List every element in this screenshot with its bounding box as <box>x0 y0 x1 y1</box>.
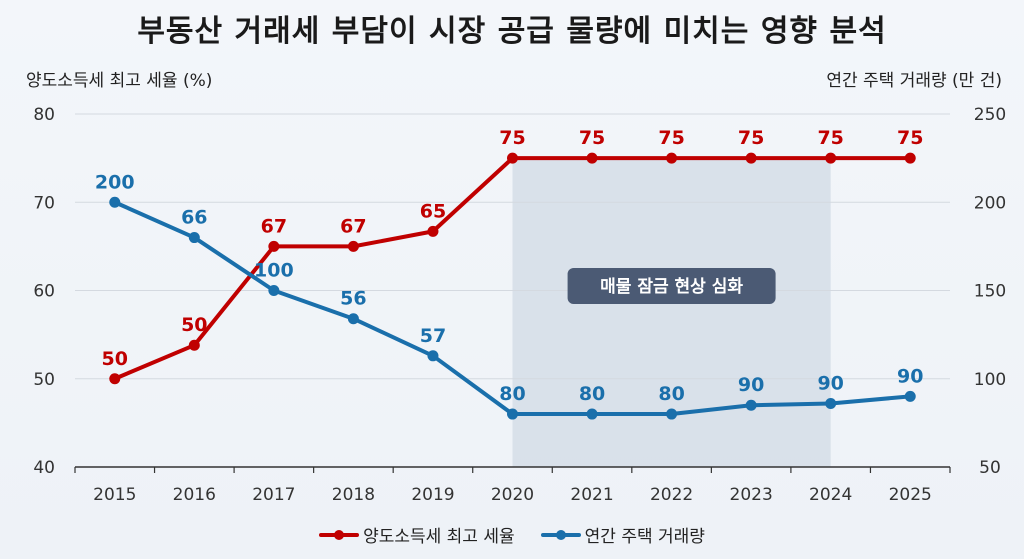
data-label: 80 <box>499 383 525 405</box>
x-tick-label: 2020 <box>491 485 534 505</box>
data-point <box>188 339 200 351</box>
annotation-box <box>567 268 776 304</box>
data-point <box>109 196 121 208</box>
x-tick-label: 2018 <box>332 485 375 505</box>
data-point <box>507 408 518 420</box>
x-tick-label: 2019 <box>411 485 454 505</box>
chart-title: 부동산 거래세 부담이 시장 공급 물량에 미치는 영향 분석 <box>137 14 887 49</box>
legend: 양도소득세 최고 세율 연간 주택 거래량 <box>0 522 1024 547</box>
data-label: 90 <box>817 372 843 394</box>
data-point <box>347 313 359 325</box>
data-point <box>268 240 280 252</box>
data-label: 66 <box>181 207 207 229</box>
data-point <box>904 390 916 402</box>
data-point <box>427 225 439 237</box>
data-label: 75 <box>658 127 684 149</box>
data-label: 90 <box>897 365 923 387</box>
data-point <box>109 373 121 385</box>
data-point <box>745 152 757 164</box>
data-label: 56 <box>340 288 366 310</box>
data-point <box>825 152 837 164</box>
data-point <box>586 152 598 164</box>
x-tick-label: 2022 <box>650 485 693 505</box>
y-left-tick-label: 60 <box>33 282 55 302</box>
data-label: 80 <box>658 383 684 405</box>
data-point <box>825 397 837 409</box>
data-point <box>745 399 757 411</box>
data-label: 57 <box>420 325 446 347</box>
x-tick-label: 2025 <box>889 485 932 505</box>
y-right-tick-label: 200 <box>974 193 1006 213</box>
data-point <box>904 152 916 164</box>
y-axis-right-title: 연간 주택 거래량 (만 건) <box>826 71 1002 91</box>
x-tick-label: 2021 <box>570 485 613 505</box>
y-left-tick-label: 40 <box>33 458 55 478</box>
data-point <box>427 350 439 362</box>
y-right-tick-label: 50 <box>979 458 1001 478</box>
x-tick-label: 2015 <box>93 485 136 505</box>
data-label: 75 <box>738 127 764 149</box>
legend-label: 연간 주택 거래량 <box>584 527 705 547</box>
annotation-text: 매물 잠금 현상 심화 <box>600 277 743 297</box>
y-right-tick-label: 250 <box>974 105 1006 125</box>
data-label: 67 <box>261 215 287 237</box>
data-label: 90 <box>738 374 764 396</box>
x-tick-label: 2016 <box>173 485 216 505</box>
y-left-tick-label: 50 <box>33 370 55 390</box>
data-label: 50 <box>102 348 128 370</box>
legend-marker-blue-icon <box>540 529 581 540</box>
y-right-tick-label: 100 <box>974 370 1006 390</box>
data-point <box>666 408 678 420</box>
data-label: 75 <box>817 127 843 149</box>
data-label: 200 <box>95 171 135 193</box>
legend-item-transactions: 연간 주택 거래량 <box>540 522 705 547</box>
data-label: 80 <box>579 383 605 405</box>
data-label: 67 <box>340 215 366 237</box>
data-label: 50 <box>181 314 207 336</box>
y-left-tick-label: 80 <box>33 105 55 125</box>
y-axis-left-title: 양도소득세 최고 세율 (%) <box>26 71 213 91</box>
y-left-tick-label: 70 <box>33 193 55 213</box>
legend-label: 양도소득세 최고 세율 <box>363 527 515 547</box>
annotation-shade <box>512 158 831 467</box>
x-tick-label: 2023 <box>730 485 773 505</box>
data-point <box>507 152 518 164</box>
data-point <box>666 152 678 164</box>
x-tick-label: 2017 <box>252 485 295 505</box>
data-point <box>188 232 200 244</box>
legend-marker-red-icon <box>319 529 360 540</box>
x-tick-label: 2024 <box>809 485 852 505</box>
data-label: 100 <box>254 260 294 282</box>
data-label: 75 <box>897 127 923 149</box>
data-label: 75 <box>499 127 525 149</box>
legend-item-tax-rate: 양도소득세 최고 세율 <box>319 522 515 547</box>
data-point <box>586 408 598 420</box>
data-label: 75 <box>579 127 605 149</box>
data-point <box>347 240 359 252</box>
data-label: 65 <box>420 200 446 222</box>
data-point <box>268 285 280 296</box>
y-right-tick-label: 150 <box>974 282 1006 302</box>
